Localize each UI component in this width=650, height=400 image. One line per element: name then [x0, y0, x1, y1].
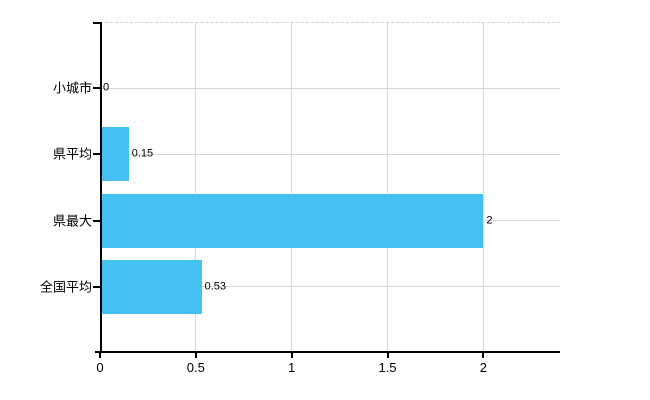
y-axis-tick	[93, 153, 100, 156]
vertical-gridline	[482, 22, 484, 353]
bar-value-label: 2	[486, 214, 493, 227]
horizontal-gridline	[100, 153, 560, 155]
bar-value-label: 0.15	[131, 147, 154, 160]
y-category-label: 全国平均	[39, 279, 92, 295]
x-axis-tick	[194, 353, 197, 358]
horizontal-gridline	[100, 87, 560, 89]
y-category-label: 小城市	[52, 80, 92, 96]
x-tick-label: 2	[479, 360, 487, 375]
bar-value-label: 0	[103, 81, 110, 94]
horizontal-gridline	[100, 286, 560, 288]
x-tick-label: 0.5	[186, 360, 205, 375]
bar	[100, 127, 129, 182]
bar-value-label: 0.53	[204, 280, 226, 293]
plot-top-dashed-border	[100, 22, 560, 23]
vertical-gridline	[387, 22, 388, 353]
y-category-label: 県平均	[52, 146, 92, 162]
x-axis-tick	[482, 353, 485, 358]
y-axis-tick	[93, 285, 100, 288]
y-axis-top-tick	[93, 22, 100, 24]
x-tick-label: 0	[96, 360, 104, 375]
x-axis-tick	[99, 353, 101, 358]
y-category-label: 県最大	[52, 213, 92, 229]
y-axis-tick	[93, 87, 100, 90]
y-axis-line	[100, 22, 102, 353]
x-tick-label: 1	[288, 360, 296, 375]
bar	[100, 259, 202, 314]
x-axis-tick	[290, 353, 293, 358]
bar	[100, 193, 484, 248]
vertical-gridline	[291, 22, 293, 353]
y-axis-tick	[93, 219, 100, 222]
x-axis-line	[95, 351, 560, 353]
plot-area: 0 0.15 2 0.53	[93, 22, 560, 358]
vertical-gridline	[195, 22, 197, 353]
x-axis-tick	[386, 353, 389, 358]
x-tick-label: 1.5	[378, 360, 397, 375]
